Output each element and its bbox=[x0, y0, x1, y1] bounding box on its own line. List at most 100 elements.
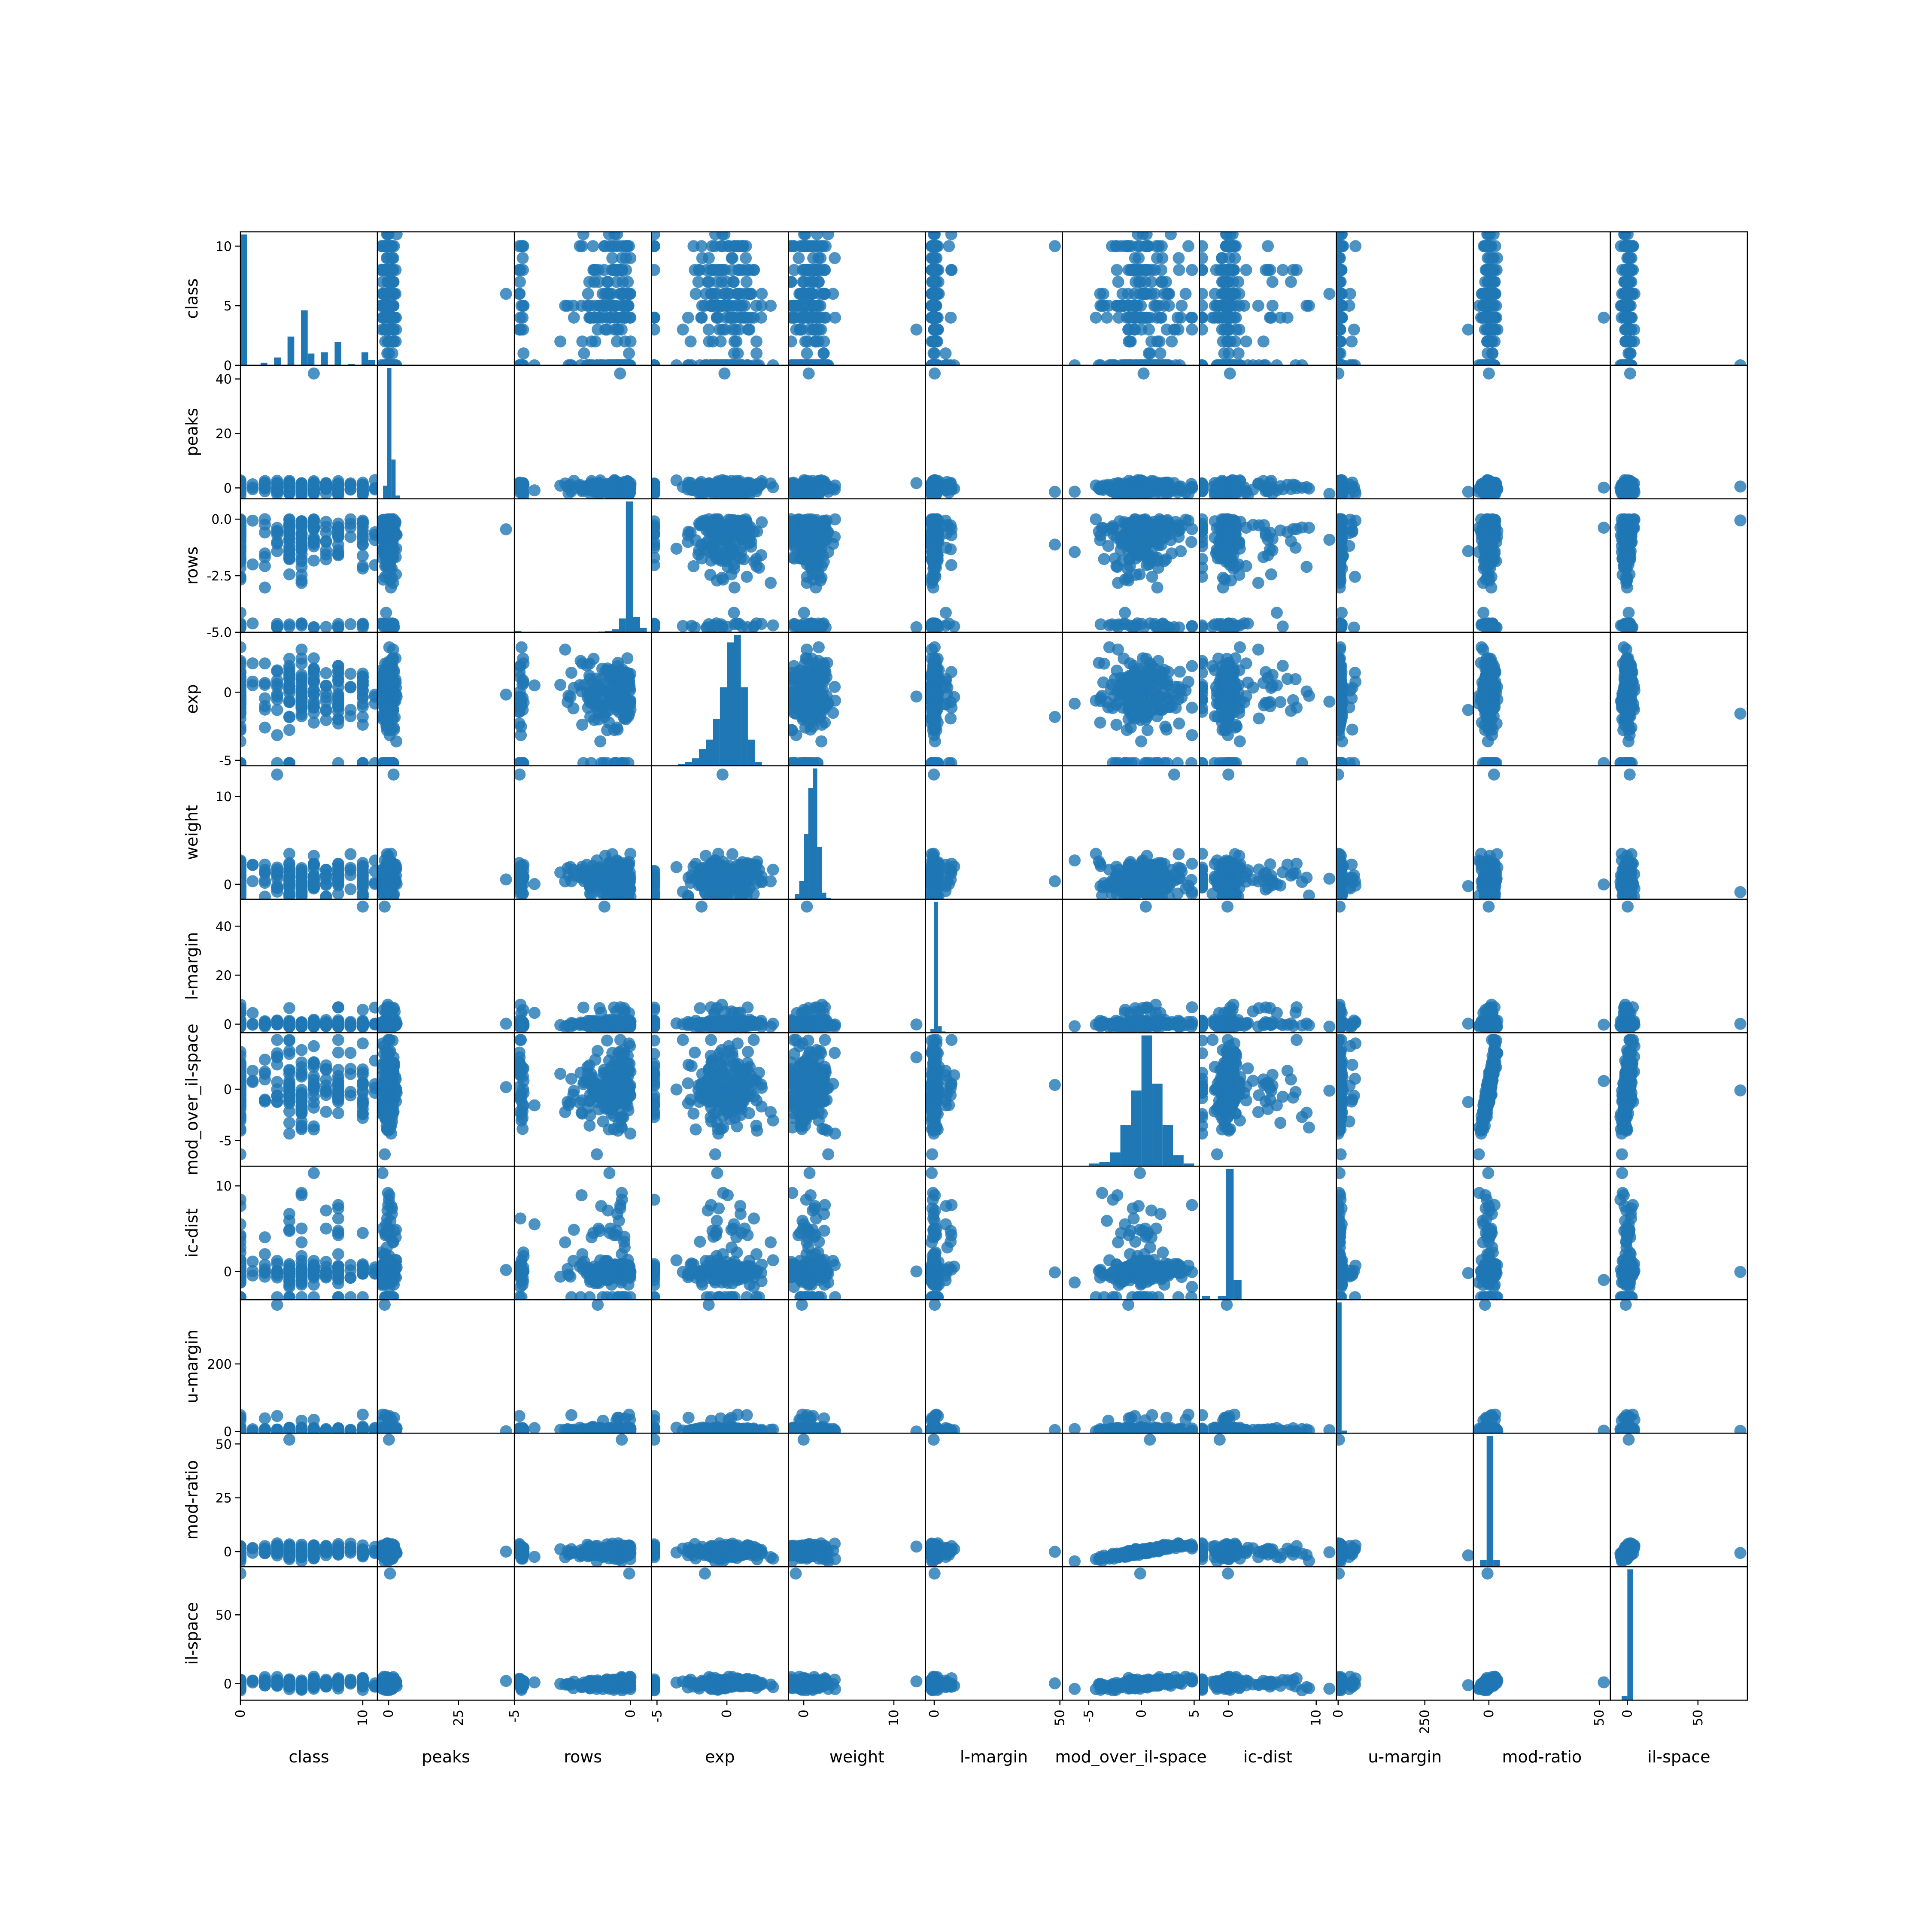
cell-class-vs-ic-dist bbox=[1196, 228, 1337, 371]
cell-peaks-vs-class bbox=[234, 365, 381, 501]
scatter-point bbox=[801, 347, 813, 359]
scatter-point bbox=[380, 607, 392, 619]
scatter-point bbox=[246, 617, 258, 629]
scatter-point bbox=[753, 480, 765, 492]
scatter-point bbox=[1196, 240, 1208, 252]
scatter-point bbox=[1110, 484, 1122, 496]
scatter-point bbox=[614, 368, 626, 380]
scatter-point bbox=[816, 484, 828, 496]
scatter-point bbox=[1221, 264, 1233, 276]
scatter-point bbox=[380, 240, 392, 252]
scatter-point bbox=[693, 264, 705, 276]
scatter-point bbox=[718, 228, 730, 240]
scatter-point bbox=[621, 240, 633, 252]
scatter-point bbox=[696, 312, 708, 324]
scatter-point bbox=[1196, 252, 1208, 264]
scatter-point bbox=[1618, 276, 1630, 288]
cell-class-vs-class bbox=[240, 232, 377, 365]
scatter-point bbox=[807, 252, 819, 264]
scatter-point bbox=[1332, 300, 1344, 312]
scatter-point bbox=[332, 527, 344, 539]
scatter-point bbox=[803, 368, 815, 380]
scatter-point bbox=[1484, 276, 1496, 288]
scatter-point bbox=[822, 228, 834, 240]
scatter-point bbox=[1274, 312, 1286, 324]
hist-bar bbox=[633, 617, 640, 632]
scatter-point bbox=[1489, 312, 1501, 324]
scatter-point bbox=[387, 618, 399, 630]
scatter-point bbox=[1222, 335, 1234, 347]
scatter-point bbox=[726, 252, 738, 264]
scatter-point bbox=[383, 347, 395, 359]
scatter-point bbox=[1264, 264, 1276, 276]
scatter-point bbox=[1233, 324, 1245, 336]
scatter-point bbox=[1230, 312, 1242, 324]
scatter-point bbox=[1154, 335, 1166, 347]
scatter-point bbox=[1196, 288, 1208, 300]
scatter-point bbox=[1624, 368, 1636, 380]
scatter-point bbox=[283, 536, 295, 548]
scatter-point bbox=[1252, 300, 1264, 312]
scatter-point bbox=[682, 312, 694, 324]
scatter-point bbox=[283, 519, 295, 532]
hist-bar bbox=[387, 368, 392, 499]
scatter-point bbox=[378, 312, 390, 324]
cell-class-vs-rows bbox=[513, 228, 651, 371]
scatter-point bbox=[1123, 324, 1135, 336]
cell-rows-vs-rows bbox=[514, 499, 651, 632]
scatter-point bbox=[1621, 252, 1633, 264]
cell-frame bbox=[1337, 365, 1473, 499]
cell-peaks-vs-l-margin bbox=[925, 365, 1062, 501]
scatter-point bbox=[344, 618, 356, 630]
scatter-point bbox=[601, 324, 613, 336]
scatter-point bbox=[1133, 252, 1145, 264]
scatter-point bbox=[719, 368, 731, 380]
cell-peaks-vs-mod-over-il-space bbox=[1063, 365, 1200, 501]
scatter-point bbox=[618, 486, 630, 498]
scatter-point bbox=[677, 324, 689, 336]
scatter-point bbox=[308, 368, 320, 380]
scatter-point bbox=[332, 618, 344, 630]
scatter-point bbox=[818, 264, 830, 276]
scatter-point bbox=[1247, 483, 1259, 495]
scatter-point bbox=[1180, 288, 1192, 300]
scatter-point bbox=[1155, 312, 1167, 324]
scatter-point bbox=[513, 288, 525, 300]
cell-class-vs-u-margin bbox=[1332, 228, 1474, 371]
scatter-point bbox=[594, 300, 606, 312]
scatter-point bbox=[1150, 300, 1162, 312]
scatter-point bbox=[1619, 228, 1631, 240]
scatter-point bbox=[720, 276, 732, 288]
scatter-point bbox=[927, 312, 939, 324]
scatter-point bbox=[587, 240, 599, 252]
scatter-point bbox=[1110, 240, 1122, 252]
scatter-point bbox=[703, 324, 715, 336]
scatter-point bbox=[703, 276, 715, 288]
hist-bar bbox=[308, 353, 315, 365]
scatter-point bbox=[320, 621, 332, 633]
cell-class-vs-mod-over-il-space bbox=[1063, 228, 1200, 371]
scatter-point bbox=[308, 513, 320, 526]
cell-rows-vs-peaks bbox=[375, 499, 514, 634]
scatter-point bbox=[624, 288, 636, 300]
scatter-point bbox=[259, 547, 271, 559]
scatter-point bbox=[283, 568, 295, 580]
scatter-point bbox=[1323, 488, 1335, 500]
scatter-point bbox=[295, 620, 307, 632]
scatter-point bbox=[1481, 335, 1493, 347]
scatter-point bbox=[1224, 368, 1236, 380]
scatter-point bbox=[706, 484, 718, 496]
scatter-point bbox=[816, 240, 828, 252]
scatter-point bbox=[515, 324, 527, 336]
scatter-point bbox=[625, 335, 637, 347]
scatter-point bbox=[1113, 312, 1125, 324]
scatter-point bbox=[739, 312, 751, 324]
scatter-point bbox=[1156, 252, 1168, 264]
scatter-point bbox=[386, 544, 398, 556]
scatter-point bbox=[756, 288, 768, 300]
scatter-point bbox=[295, 543, 307, 555]
scatter-point bbox=[1233, 288, 1245, 300]
scatter-point bbox=[1130, 312, 1142, 324]
scatter-point bbox=[1625, 324, 1637, 336]
scatter-point bbox=[332, 544, 344, 556]
